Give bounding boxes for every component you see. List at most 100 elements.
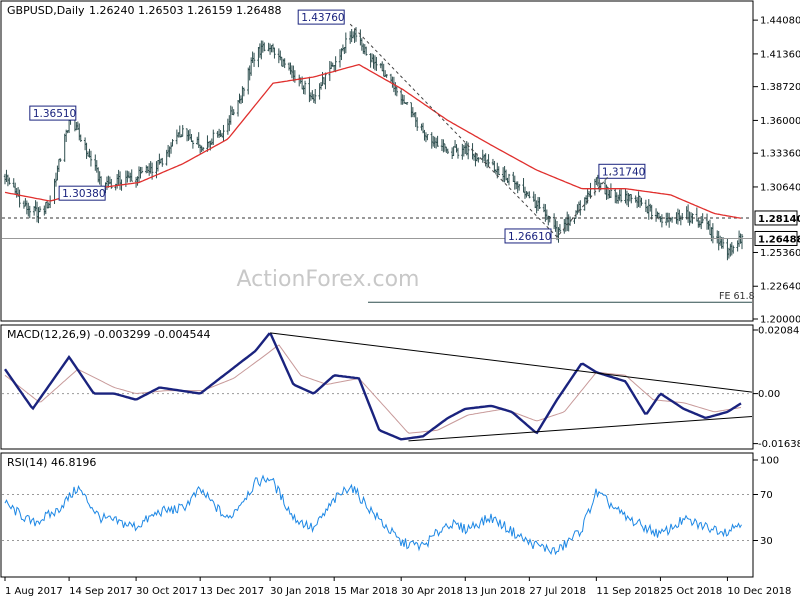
y-tick-label: 1.20000 (760, 315, 800, 326)
ohlc-header: 1.26240 1.26503 1.26159 1.26488 (89, 4, 281, 17)
macd-trendline (270, 332, 753, 393)
ema-line (4, 63, 742, 219)
price-bar (517, 183, 521, 191)
price-bar (660, 214, 664, 228)
watermark: ActionForex.com (237, 267, 420, 292)
price-bar (171, 139, 174, 147)
price-bar (446, 148, 449, 155)
price-lines: 1.28140 1.26488 (2, 63, 800, 246)
rsi-line (4, 474, 742, 556)
x-tick-label: 10 Dec 2018 (727, 586, 791, 597)
price-bar (740, 234, 744, 250)
y-tick-label: 1.41360 (760, 49, 800, 60)
price-bar (314, 89, 317, 104)
price-bar (395, 85, 399, 97)
y-tick-label: 1.38720 (760, 82, 800, 93)
price-bar (110, 178, 113, 189)
annotation-box (58, 185, 106, 201)
y-tick-label: 1.25360 (760, 248, 800, 259)
price-bar (324, 72, 327, 90)
price-axis: 1.44080 1.41360 1.38720 1.36000 1.33360 1.306… (753, 16, 800, 326)
price-bar (263, 42, 266, 52)
y-tick-label: 1.36000 (760, 116, 800, 127)
x-tick-label: 15 Mar 2018 (334, 586, 397, 597)
macd-tick-label: 0.020848 (758, 325, 800, 336)
x-tick-label: 30 Jan 2018 (270, 586, 330, 597)
x-tick-label: 25 Oct 2018 (660, 586, 722, 597)
macd-trendline (408, 415, 753, 442)
price-bar (283, 58, 286, 69)
price-bar (334, 56, 337, 73)
price-bar (701, 213, 704, 224)
x-tick-label: 27 Jul 2018 (529, 586, 586, 597)
price-bar (161, 157, 164, 167)
price-bar (456, 147, 460, 159)
price-bar (619, 188, 623, 203)
price-bar (191, 140, 195, 149)
price-bar (568, 216, 572, 226)
price-bar (222, 124, 225, 141)
x-axis: 1 Aug 2017 14 Sep 2017 30 Oct 2017 13 Dec 2… (4, 577, 791, 597)
price-bar (528, 191, 531, 199)
price-bar (487, 154, 490, 167)
price-bar (232, 109, 235, 116)
price-bar (273, 47, 276, 59)
price-bar (181, 125, 184, 137)
price-bar (477, 157, 480, 163)
price-bar (721, 237, 725, 249)
level-label: 1.26488 (758, 234, 800, 245)
annotation-label: 1.36510 (33, 108, 76, 120)
price-bar (670, 216, 674, 223)
price-bar (130, 169, 133, 182)
level-label-box (754, 230, 798, 246)
price-bar (79, 134, 82, 142)
price-bar (28, 205, 31, 219)
x-tick-label: 30 Oct 2017 (136, 586, 198, 597)
price-bar (732, 245, 735, 254)
price-bar (59, 158, 62, 162)
price-bar (609, 183, 613, 199)
price-bar (640, 197, 643, 206)
annotation-box (29, 105, 77, 121)
x-tick-label: 14 Sep 2017 (69, 586, 132, 597)
price-bars (3, 27, 744, 261)
annotation-box (598, 163, 646, 179)
y-tick-label: 1.30640 (760, 182, 800, 193)
price-bar (89, 150, 93, 167)
price-annotations: 1.43760 1.36510 1.30380 1.26610 1.31740 FE 61… (29, 9, 755, 303)
price-bar (630, 194, 633, 204)
projection-lines (349, 23, 612, 238)
macd-title: MACD(12,26,9) -0.003299 -0.004544 (7, 328, 210, 341)
macd-layer: 0.020848 0.00 -0.016389 (2, 325, 800, 450)
level-label: 1.28140 (758, 214, 800, 225)
x-tick-label: 11 Sep 2018 (596, 586, 659, 597)
rsi-title: RSI(14) 46.8196 (7, 456, 96, 469)
price-panel (0, 0, 754, 322)
annotation-box (297, 9, 345, 25)
annotation-box (504, 228, 552, 244)
price-bar (385, 74, 388, 78)
x-tick-label: 30 Apr 2018 (401, 586, 463, 597)
x-tick-label: 1 Aug 2017 (5, 586, 63, 597)
annotation-label: 1.26610 (508, 231, 551, 243)
price-bar (497, 166, 500, 176)
annotation-label: 1.31740 (602, 166, 645, 178)
annotation-label: 1.43760 (301, 12, 344, 24)
price-bar (415, 117, 419, 131)
price-bar (8, 177, 11, 185)
price-bar (365, 46, 368, 56)
annotation-label: 1.30380 (62, 188, 105, 200)
price-bar (303, 80, 307, 95)
rsi-panel (0, 452, 754, 578)
price-bar (538, 197, 541, 209)
signal-line (4, 344, 742, 434)
price-bar (558, 224, 562, 233)
price-bar (38, 206, 42, 213)
price-bar (426, 134, 429, 141)
price-bar (650, 204, 653, 220)
price-bar (436, 135, 439, 147)
x-tick-label: 13 Dec 2017 (200, 586, 264, 597)
macd-tick-label: -0.016389 (758, 439, 800, 450)
rsi-tick-label: 70 (760, 490, 773, 501)
